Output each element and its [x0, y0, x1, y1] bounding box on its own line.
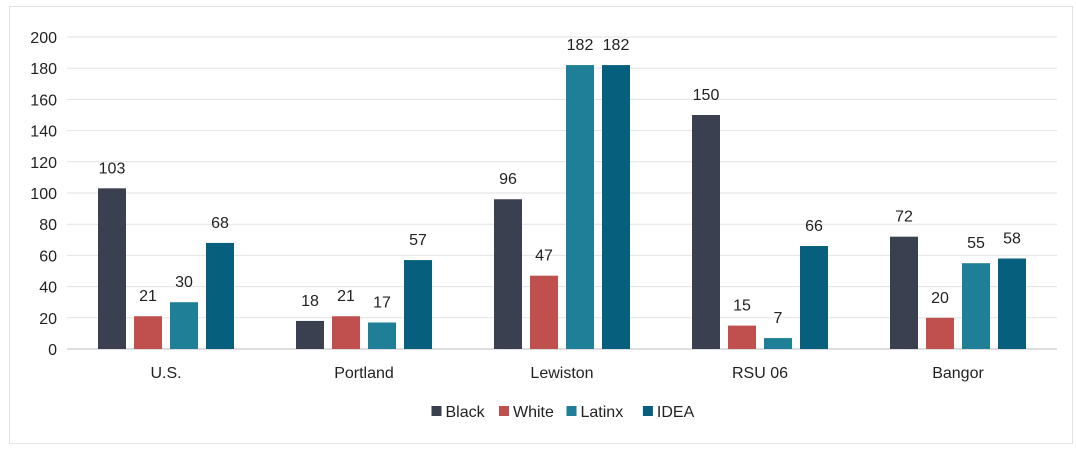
bar-white-portland: [332, 316, 360, 349]
bar-white-lewiston: [530, 275, 558, 349]
bar-idea-u-s: [206, 242, 234, 349]
data-label: 55: [967, 235, 985, 252]
bar-latinx-rsu-06: [764, 338, 792, 349]
data-label: 72: [895, 209, 913, 226]
bar-black-rsu-06: [692, 115, 720, 349]
data-label: 182: [567, 37, 594, 54]
legend-item-black: Black: [431, 404, 486, 421]
data-label: 96: [499, 171, 517, 188]
y-tick-label: 120: [30, 155, 57, 172]
data-label: 103: [99, 160, 126, 177]
data-label: 66: [805, 218, 823, 235]
data-label: 182: [603, 37, 630, 54]
data-label: 20: [931, 290, 949, 307]
bar-idea-bangor: [998, 258, 1026, 349]
bar-black-lewiston: [494, 199, 522, 349]
y-axis: 0 20 40 60 80 100 120 140 160 180 200: [30, 30, 57, 359]
data-label: 18: [301, 293, 319, 310]
data-label: 47: [535, 248, 553, 265]
legend-item-latinx: Latinx: [566, 404, 624, 421]
y-tick-label: 20: [39, 311, 57, 328]
data-label: 57: [409, 232, 427, 249]
bar-white-rsu-06: [728, 325, 756, 349]
bar-black-u-s: [98, 188, 126, 349]
legend-label: Black: [446, 404, 486, 421]
legend-label: White: [513, 404, 554, 421]
legend-swatch: [431, 406, 442, 416]
y-tick-label: 140: [30, 124, 57, 141]
data-labels: 103 21 30 68 18 21 17 57 96 47 182 182 150 15 7 66 72 20 5…: [99, 37, 1021, 327]
legend-swatch: [499, 406, 509, 416]
bar-latinx-lewiston: [566, 65, 594, 349]
bar-idea-lewiston: [602, 65, 630, 349]
bar-latinx-bangor: [962, 263, 990, 349]
bar-latinx-u-s: [170, 302, 198, 349]
y-tick-label: 100: [30, 186, 57, 203]
y-tick-label: 200: [30, 30, 57, 47]
x-tick-label: Lewiston: [530, 365, 593, 382]
bar-black-bangor: [890, 236, 918, 349]
y-tick-label: 80: [39, 217, 57, 234]
x-tick-label: Bangor: [932, 365, 984, 382]
bar-white-bangor: [926, 317, 954, 349]
legend-label: IDEA: [657, 404, 695, 421]
data-label: 15: [733, 298, 751, 315]
legend-item-idea: IDEA: [642, 404, 695, 421]
chart-frame: [9, 6, 1073, 444]
y-tick-label: 40: [39, 280, 57, 297]
x-tick-label: Portland: [334, 365, 394, 382]
data-label: 150: [693, 87, 720, 104]
data-label: 7: [774, 310, 783, 327]
data-label: 30: [175, 274, 193, 291]
data-label: 68: [211, 215, 229, 232]
legend-label: Latinx: [581, 404, 624, 421]
bar-white-u-s: [134, 316, 162, 349]
bar-latinx-portland: [368, 322, 396, 349]
x-tick-label: RSU 06: [732, 365, 788, 382]
bar-idea-portland: [404, 260, 432, 349]
data-label: 21: [139, 288, 157, 305]
bar-idea-rsu-06: [800, 246, 828, 349]
legend-item-white: White: [499, 404, 554, 421]
y-tick-label: 180: [30, 61, 57, 78]
x-tick-label: U.S.: [150, 365, 181, 382]
y-tick-label: 60: [39, 248, 57, 265]
bar-black-portland: [296, 320, 324, 349]
data-label: 17: [373, 294, 391, 311]
legend-swatch: [566, 406, 577, 416]
data-label: 21: [337, 288, 355, 305]
y-tick-label: 0: [48, 342, 57, 359]
bars: [98, 65, 1026, 349]
data-label: 58: [1003, 231, 1021, 248]
x-axis: U.S. Portland Lewiston RSU 06 Bangor: [150, 365, 984, 382]
legend: Black White Latinx IDEA: [431, 404, 695, 421]
y-tick-label: 160: [30, 92, 57, 109]
legend-swatch: [642, 406, 653, 416]
